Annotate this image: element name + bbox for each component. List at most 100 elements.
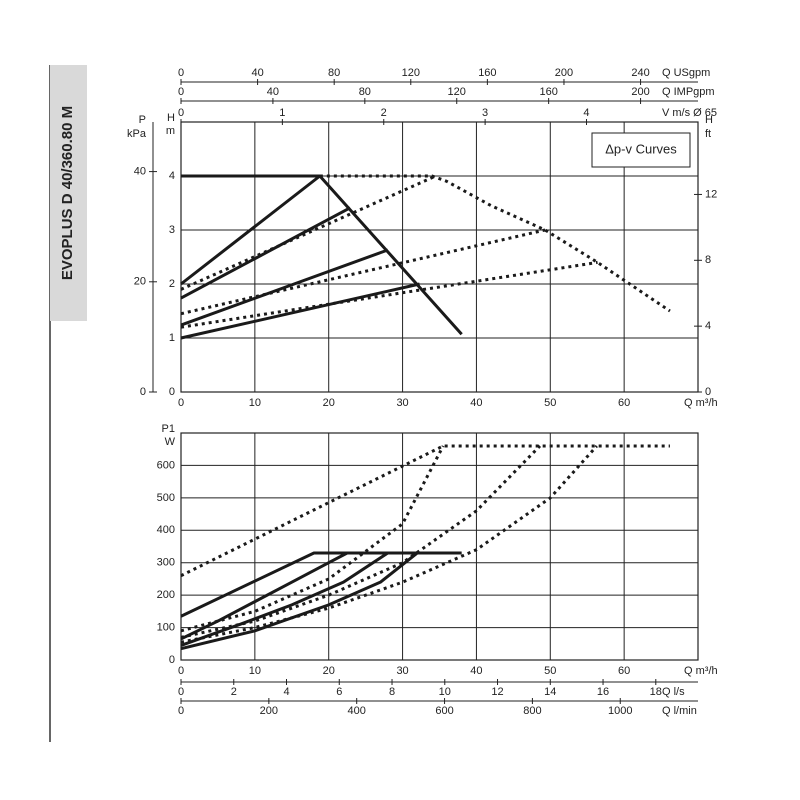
y-tick-label: 20 <box>134 276 146 288</box>
axis-label: ft <box>705 128 711 140</box>
y-axis-label: H <box>167 112 175 124</box>
series-line <box>180 551 462 618</box>
x-tick-label: 10 <box>249 665 261 677</box>
x-tick-label: 20 <box>323 397 335 409</box>
y-tick-label: 400 <box>157 524 175 536</box>
x-tick-label: 30 <box>396 665 408 677</box>
series-line <box>180 174 437 291</box>
y-tick-label: 100 <box>157 621 175 633</box>
series-line <box>180 260 598 329</box>
x-tick-label: 600 <box>435 705 453 717</box>
x-tick-label: 0 <box>178 107 184 119</box>
x-tick-label: 0 <box>178 397 184 409</box>
x-tick-label: 0 <box>178 686 184 698</box>
x-tick-label: 200 <box>555 67 573 79</box>
x-tick-label: 200 <box>260 705 278 717</box>
x-tick-label: 40 <box>267 86 279 98</box>
x-tick-label: 80 <box>328 67 340 79</box>
x-tick-label: 160 <box>478 67 496 79</box>
x-tick-label: 400 <box>348 705 366 717</box>
x-tick-label: 60 <box>618 397 630 409</box>
x-tick-label: 1000 <box>608 705 632 717</box>
x-tick-label: 50 <box>544 397 556 409</box>
side-band <box>50 65 87 321</box>
axis-label: Q IMPgpm <box>662 86 715 98</box>
x-tick-label: 80 <box>359 86 371 98</box>
series-line <box>180 282 420 340</box>
y-tick-label: 12 <box>705 188 717 200</box>
product-title: EVOPLUS D 40/360.80 M <box>59 106 76 280</box>
y-tick-label: 0 <box>169 386 175 398</box>
series-line <box>180 248 389 327</box>
x-tick-label: 0 <box>178 86 184 98</box>
series-line <box>180 551 348 641</box>
y-tick-label: 1 <box>169 332 175 344</box>
x-tick-label: 40 <box>470 665 482 677</box>
y-tick-label: 0 <box>140 386 146 398</box>
x-tick-label: 6 <box>336 686 342 698</box>
axis-label: Q l/min <box>662 705 697 717</box>
legend-box <box>591 132 691 168</box>
x-tick-label: 4 <box>283 686 289 698</box>
axis-label: Q USgpm <box>662 67 710 79</box>
series-line <box>180 551 419 651</box>
x-tick-label: 8 <box>389 686 395 698</box>
series-line <box>180 444 598 644</box>
legend-text: Δp-v Curves <box>605 141 677 156</box>
x-tick-label: 10 <box>439 686 451 698</box>
x-tick-label: 240 <box>631 67 649 79</box>
axis-label: Q l/s <box>662 686 685 698</box>
series-line <box>180 551 389 647</box>
y-tick-label: 0 <box>705 386 711 398</box>
x-tick-label: 12 <box>491 686 503 698</box>
x-tick-label: 14 <box>544 686 556 698</box>
y-tick-label: 300 <box>157 557 175 569</box>
y-tick-label: 3 <box>169 224 175 236</box>
x-tick-label: 50 <box>544 665 556 677</box>
y-tick-label: 500 <box>157 492 175 504</box>
x-tick-label: 20 <box>323 665 335 677</box>
x-tick-label: 10 <box>249 397 261 409</box>
x-tick-label: 2 <box>381 107 387 119</box>
series-line <box>180 444 542 639</box>
y-tick-label: 8 <box>705 254 711 266</box>
y-tick-label: 4 <box>705 320 711 332</box>
x-tick-label: 120 <box>402 67 420 79</box>
x-tick-label: 3 <box>482 107 488 119</box>
y-axis-label: m <box>166 125 175 137</box>
x-tick-label: 200 <box>631 86 649 98</box>
axis-label: V m/s Ø 65 <box>662 107 717 119</box>
x-tick-label: 120 <box>448 86 466 98</box>
x-tick-label: 0 <box>178 67 184 79</box>
series-line <box>180 444 670 578</box>
y-tick-label: 0 <box>169 654 175 666</box>
y-tick-label: 40 <box>134 165 146 177</box>
x-tick-label: 18 <box>650 686 662 698</box>
series-line <box>319 174 671 313</box>
x-tick-label: 40 <box>470 397 482 409</box>
y-tick-label: 200 <box>157 589 175 601</box>
x-tick-label: 30 <box>396 397 408 409</box>
axis-label: H <box>705 114 713 126</box>
series-line <box>180 174 321 286</box>
x-tick-label: 40 <box>251 67 263 79</box>
axis-label: kPa <box>127 128 147 140</box>
x-tick-label: 0 <box>178 665 184 677</box>
x-tick-label: 16 <box>597 686 609 698</box>
axis-label: P <box>139 114 146 126</box>
series-line <box>180 445 445 633</box>
y-tick-label: 600 <box>157 459 175 471</box>
y-tick-label: 2 <box>169 278 175 290</box>
y-axis-label: P1 <box>162 423 175 435</box>
x-tick-label: 60 <box>618 665 630 677</box>
x-tick-label: 160 <box>539 86 557 98</box>
x-tick-label: 800 <box>523 705 541 717</box>
x-tick-label: 0 <box>178 705 184 717</box>
x-tick-label: 2 <box>231 686 237 698</box>
x-tick-label: 1 <box>279 107 285 119</box>
y-tick-label: 4 <box>169 170 175 182</box>
x-axis-label: Q m³/h <box>684 397 718 409</box>
x-tick-label: 4 <box>583 107 589 119</box>
